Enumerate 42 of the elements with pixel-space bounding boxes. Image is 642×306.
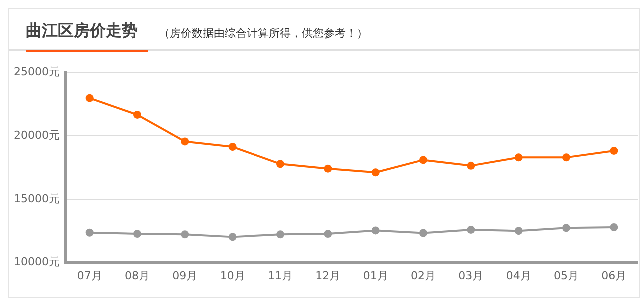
x-tick-label: 01月: [363, 269, 388, 282]
x-tick-label: 03月: [458, 269, 484, 282]
point: [181, 230, 190, 239]
y-tick-label: 20000元: [14, 128, 60, 142]
x-tick-label: 11月: [268, 269, 293, 282]
x-tick-label: 07月: [77, 269, 102, 282]
x-tick-label: 02月: [410, 269, 436, 282]
x-tick-label: 05月: [554, 269, 579, 282]
point: [228, 143, 237, 152]
point: [420, 229, 428, 238]
point: [372, 226, 380, 235]
x-tick-label: 12月: [316, 269, 341, 282]
y-tick-label: 15000元: [14, 192, 60, 206]
point: [228, 233, 237, 242]
point: [276, 160, 284, 168]
point: [467, 162, 476, 170]
x-tick-label: 09月: [172, 269, 198, 282]
point: [86, 94, 94, 102]
point: [133, 110, 142, 119]
y-tick-label: 25000元: [14, 65, 60, 78]
point: [467, 226, 476, 234]
x-tick-label: 06月: [602, 269, 627, 282]
chart-subtitle: （房价数据由综合计算所得，供您参考！）: [159, 26, 368, 41]
point: [372, 168, 380, 177]
point: [562, 224, 570, 232]
point: [610, 146, 618, 155]
x-tick-label: 10月: [220, 269, 246, 282]
point: [324, 164, 332, 173]
point: [514, 227, 523, 236]
chart-title: 曲江区房价走势: [26, 21, 148, 52]
point: [324, 230, 332, 238]
point: [86, 228, 94, 237]
point: [514, 154, 523, 162]
x-tick-label: 08月: [124, 269, 150, 282]
point: [420, 156, 428, 164]
point: [181, 138, 190, 146]
point: [276, 230, 284, 239]
point: [133, 230, 142, 238]
point: [610, 224, 618, 232]
y-tick-label: 10000元: [14, 256, 60, 269]
x-tick-label: 04月: [506, 269, 532, 282]
point: [562, 154, 570, 162]
